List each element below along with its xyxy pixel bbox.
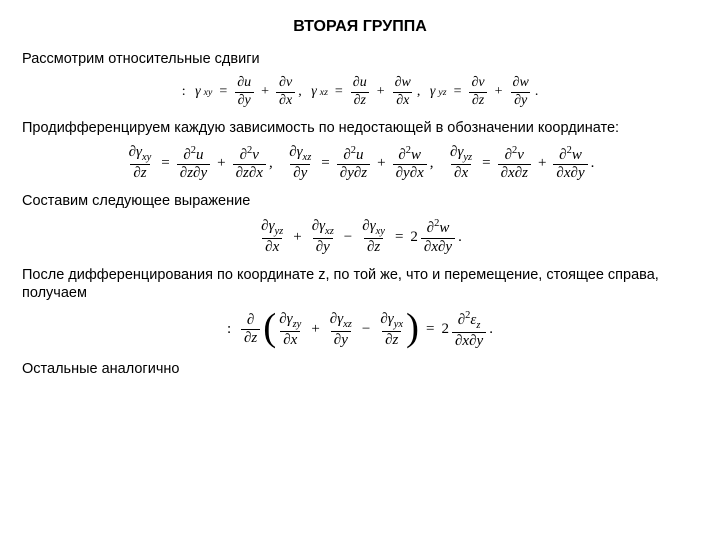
para-5: Остальные аналогично xyxy=(22,360,698,378)
equation-4: : ∂∂z ( ∂γzy∂x + ∂γxz∂y − ∂γyx∂z ) = 2 ∂… xyxy=(22,310,698,350)
equation-2: ∂γxy∂z = ∂2u∂z∂y + ∂2v∂z∂x , ∂γxz∂y = ∂2… xyxy=(22,145,698,183)
equation-3: ∂γyz∂x + ∂γxz∂y − ∂γxy∂z = 2 ∂2w∂x∂y . xyxy=(22,218,698,256)
para-3: Составим следующее выражение xyxy=(22,192,698,210)
para-1: Рассмотрим относительные сдвиги xyxy=(22,50,698,68)
para-2: Продифференцируем каждую зависимость по … xyxy=(22,119,698,137)
equation-1: : γxy = ∂u∂y + ∂v∂x , γxz = ∂u∂z + ∂w∂x … xyxy=(22,76,698,108)
page-title: ВТОРАЯ ГРУППА xyxy=(22,18,698,36)
para-4: После дифференцирования по координате z,… xyxy=(22,266,698,302)
